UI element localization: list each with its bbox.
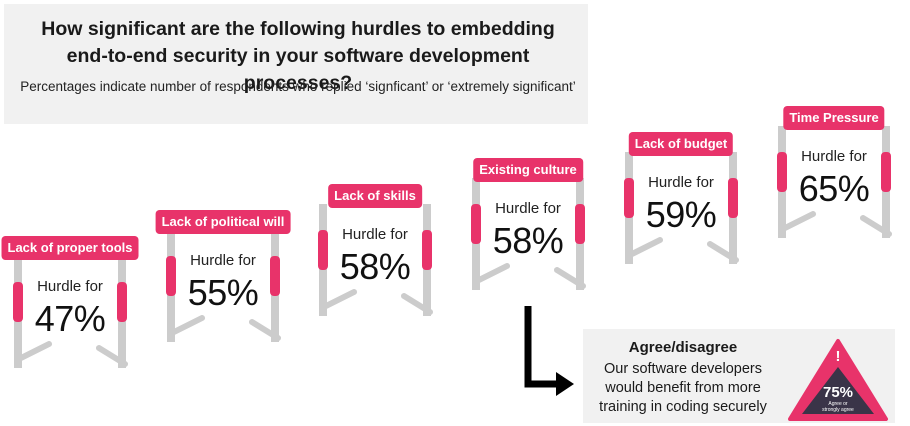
agree-value: 75% xyxy=(823,384,853,401)
hurdle-band-left xyxy=(318,230,328,270)
hurdle-value-label: 55% xyxy=(187,272,259,313)
hurdle-band-left xyxy=(13,282,23,322)
agree-line-3: training in coding securely xyxy=(599,399,767,415)
hurdle-category-label: Lack of proper tools xyxy=(1,236,139,260)
hurdle-6: Time Pressure Hurdle for 65% xyxy=(769,106,899,296)
agree-statement: Our software developers would benefit fr… xyxy=(583,360,783,417)
hurdle-prefix-label: Hurdle for xyxy=(801,148,867,165)
hurdle-frame xyxy=(13,256,128,368)
hurdle-foot-left xyxy=(629,237,663,257)
hurdle-foot-left xyxy=(782,211,816,231)
agree-value-label-2: strongly agree xyxy=(822,407,854,413)
down-right-arrow-icon xyxy=(524,306,574,396)
hurdle-value-label: 58% xyxy=(339,246,411,287)
agree-title: Agree/disagree xyxy=(628,339,738,356)
hurdle-band-right xyxy=(422,230,432,270)
hurdle-prefix-label: Hurdle for xyxy=(648,174,714,191)
hurdle-4: Existing culture Hurdle for 58% xyxy=(463,158,593,348)
hurdle-band-right xyxy=(575,204,585,244)
hurdle-band-left xyxy=(166,256,176,296)
hurdle-category-label: Lack of skills xyxy=(328,184,422,208)
hurdle-band-left xyxy=(777,152,787,192)
hurdle-frame xyxy=(318,204,433,316)
chart-subtitle: Percentages indicate number of responden… xyxy=(20,79,576,94)
hurdle-category-label: Existing culture xyxy=(473,158,583,182)
hurdle-value-label: 58% xyxy=(492,220,564,261)
hurdle-band-right xyxy=(881,152,891,192)
agree-value-label-1: Agree or xyxy=(828,401,848,407)
hurdle-frame xyxy=(624,152,739,264)
hurdle-prefix-label: Hurdle for xyxy=(342,226,408,243)
hurdle-5: Lack of budget Hurdle for 59% xyxy=(616,132,746,322)
hurdle-band-right xyxy=(728,178,738,218)
hurdle-foot-right xyxy=(249,319,281,341)
hurdle-foot-right xyxy=(860,215,892,237)
warning-triangle-icon: ! 75% Agree or strongly agree xyxy=(788,339,888,421)
agree-line-1: Our software developers xyxy=(604,361,762,377)
hurdle-category-label: Lack of budget xyxy=(628,132,734,156)
alert-glyph: ! xyxy=(836,348,841,365)
hurdle-2: Lack of political will Hurdle for 55% xyxy=(155,210,291,400)
hurdle-category-label: Lack of political will xyxy=(155,210,291,234)
title-panel: How significant are the following hurdle… xyxy=(4,4,588,124)
hurdle-value-label: 65% xyxy=(798,168,870,209)
hurdle-prefix-label: Hurdle for xyxy=(190,252,256,269)
hurdle-foot-left xyxy=(476,263,510,283)
hurdle-foot-left xyxy=(171,315,205,335)
hurdle-foot-left xyxy=(18,341,52,361)
hurdle-band-left xyxy=(624,178,634,218)
hurdle-band-right xyxy=(270,256,280,296)
hurdle-foot-left xyxy=(323,289,357,309)
hurdle-foot-right xyxy=(554,267,586,289)
hurdle-prefix-label: Hurdle for xyxy=(495,200,561,217)
hurdle-band-right xyxy=(117,282,127,322)
hurdle-1: Lack of proper tools Hurdle for 47% xyxy=(1,236,139,426)
hurdle-frame xyxy=(166,230,281,342)
hurdle-category-label: Time Pressure xyxy=(783,106,885,130)
hurdle-3: Lack of skills Hurdle for 58% xyxy=(310,184,440,374)
chart-title: How significant are the following hurdle… xyxy=(41,18,555,94)
agree-panel: Agree/disagree Our software developers w… xyxy=(583,329,895,423)
hurdle-band-left xyxy=(471,204,481,244)
hurdle-foot-right xyxy=(401,293,433,315)
hurdle-foot-right xyxy=(96,345,128,367)
hurdle-value-label: 47% xyxy=(34,298,106,339)
agree-line-2: would benefit from more xyxy=(605,380,761,396)
hurdle-frame xyxy=(777,126,892,238)
hurdle-prefix-label: Hurdle for xyxy=(37,278,103,295)
hurdle-frame xyxy=(471,178,586,290)
hurdle-foot-right xyxy=(707,241,739,263)
hurdle-value-label: 59% xyxy=(645,194,717,235)
